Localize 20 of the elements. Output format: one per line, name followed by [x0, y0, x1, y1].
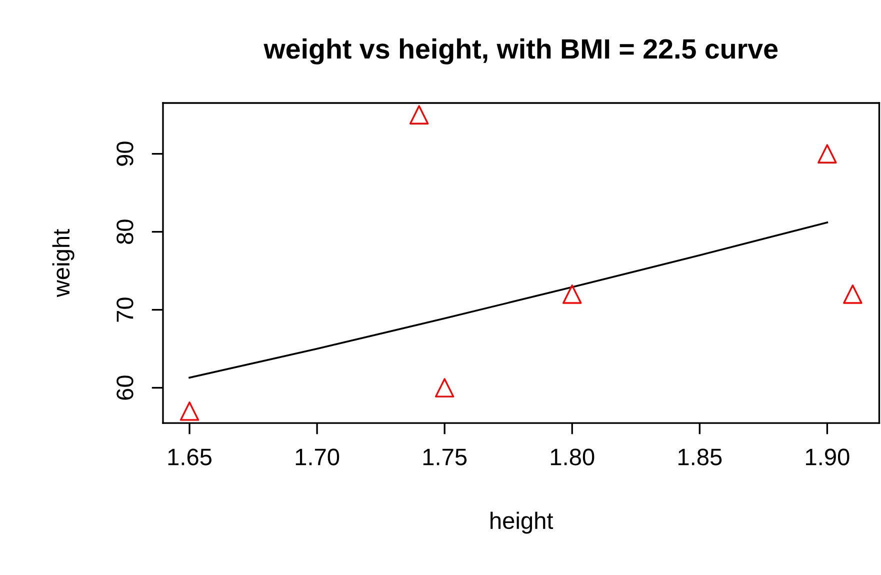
x-axis-title: height — [490, 512, 554, 534]
point — [562, 284, 582, 304]
y-axis-title: weight — [52, 229, 74, 298]
y-tick-label: 60 — [116, 376, 134, 400]
point — [818, 144, 837, 164]
x-tick-label: 1.70 — [296, 448, 340, 466]
x-tick-label: 1.75 — [423, 448, 467, 466]
point — [180, 402, 200, 421]
point — [434, 378, 454, 398]
point — [843, 284, 862, 304]
point — [409, 105, 429, 124]
y-tick-label: 90 — [116, 142, 134, 166]
x-tick-label: 1.80 — [550, 448, 594, 466]
line-series — [188, 222, 828, 379]
x-tick-label: 1.90 — [806, 448, 850, 466]
chart-title: weight vs height, with BMI = 22.5 curve — [264, 38, 778, 64]
x-tick-label: 1.65 — [168, 448, 212, 466]
x-tick-label: 1.85 — [678, 448, 722, 466]
y-tick-label: 70 — [116, 298, 134, 322]
y-tick-label: 80 — [116, 220, 134, 244]
